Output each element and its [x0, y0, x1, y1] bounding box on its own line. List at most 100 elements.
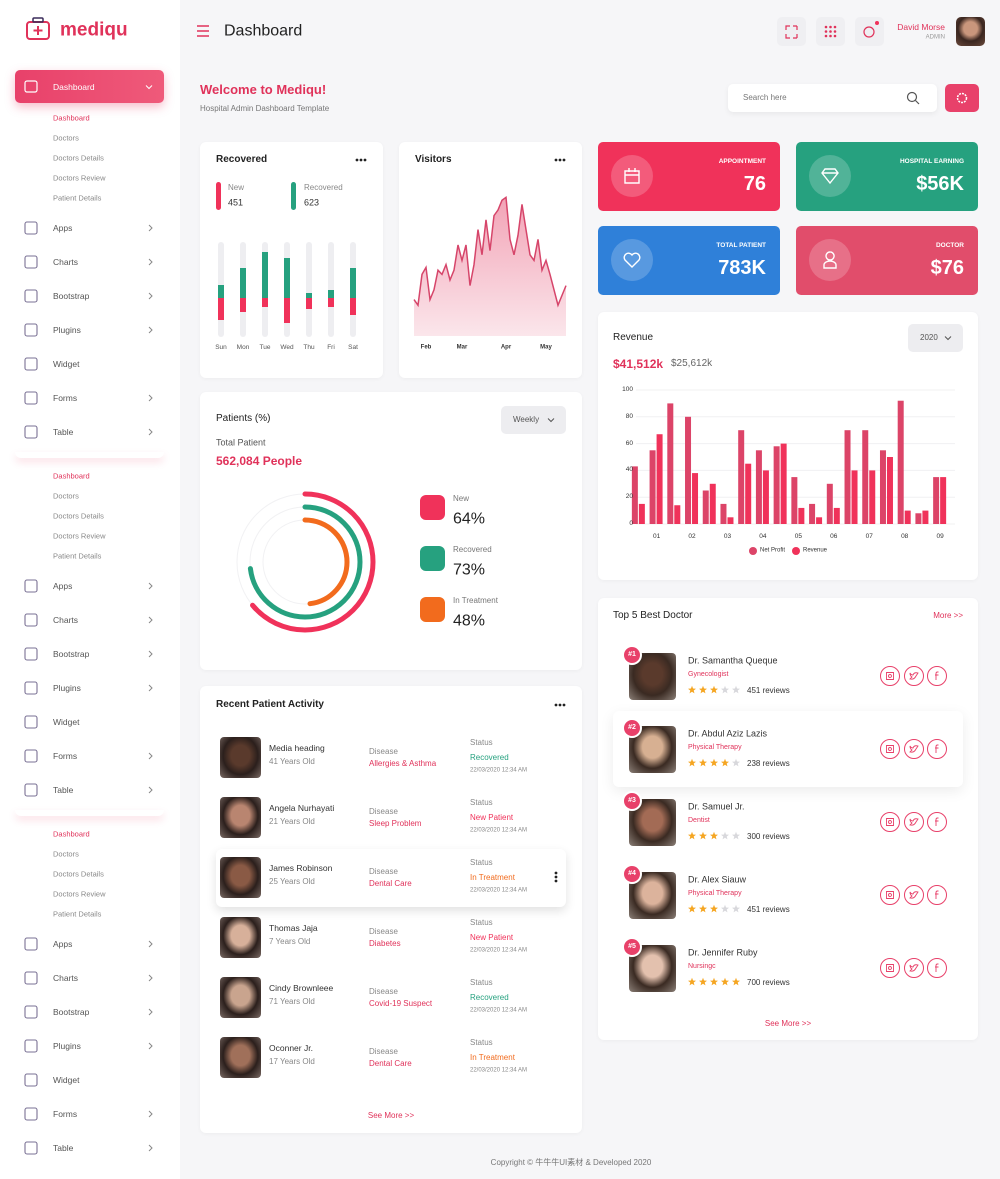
patient-name: Thomas Jaja — [269, 922, 318, 933]
chevron — [145, 85, 153, 90]
y-tick-label: 100 — [622, 386, 633, 394]
bar — [649, 450, 656, 524]
menu-item[interactable]: Apps — [53, 222, 73, 233]
menu-item[interactable]: Forms — [53, 392, 78, 403]
submenu-item[interactable]: Doctors Details — [53, 869, 104, 879]
see-more-link[interactable]: See More >> — [764, 1019, 812, 1029]
menu-item[interactable]: Charts — [53, 614, 79, 625]
submenu-item[interactable]: Doctors — [53, 849, 79, 859]
chevron — [148, 1008, 153, 1016]
menu-item[interactable]: Widget — [53, 358, 80, 369]
bar — [773, 446, 780, 524]
menu-item[interactable]: Apps — [53, 938, 73, 949]
doctor-reviews: 700 reviews — [747, 978, 790, 988]
x-tick-label: Sun — [215, 344, 227, 352]
search-box[interactable] — [728, 84, 937, 112]
star-filled — [710, 831, 718, 840]
more-dot — [554, 158, 558, 162]
menu-item[interactable]: Bootstrap — [53, 1006, 90, 1017]
doctor-name: Dr. Jennifer Ruby — [688, 947, 758, 958]
year-dropdown[interactable] — [908, 324, 963, 352]
submenu-item[interactable]: Doctors — [53, 491, 79, 501]
menu-item[interactable]: Plugins — [53, 682, 81, 693]
menu-item[interactable]: Plugins — [53, 1040, 81, 1051]
menu-icon — [24, 1039, 38, 1053]
see-more-link[interactable]: See More >> — [367, 1111, 415, 1121]
bar — [328, 290, 334, 298]
stat-icon — [821, 168, 839, 185]
star-filled — [688, 831, 696, 840]
fullscreen-icon — [785, 25, 798, 39]
stat-label: APPOINTMENT — [718, 158, 766, 166]
stat-icon — [623, 252, 641, 268]
legend-dot — [792, 547, 800, 555]
menu-item[interactable]: Forms — [53, 750, 78, 761]
submenu-item[interactable]: Doctors Review — [53, 889, 106, 899]
doctor-specialty: Gynecologist — [688, 670, 729, 678]
menu-item[interactable]: Bootstrap — [53, 290, 90, 301]
menu-item[interactable]: Widget — [53, 716, 80, 727]
legend-total: 623 — [304, 197, 320, 208]
submenu-item[interactable]: Dashboard — [53, 829, 90, 839]
disease: Dental Care — [369, 879, 412, 889]
x-tick-label: 04 — [759, 533, 767, 541]
submenu-item[interactable]: Doctors Details — [53, 153, 104, 163]
submenu-item[interactable]: Dashboard — [53, 113, 90, 123]
submenu-item[interactable]: Patient Details — [53, 551, 102, 561]
chevron — [148, 394, 153, 402]
menu-item[interactable]: Table — [53, 1142, 74, 1153]
footer: Copyright © 牛牛牛UI素材 & Developed 2020 — [490, 1158, 652, 1168]
x-tick-label: Thu — [303, 344, 315, 352]
menu-item[interactable]: Widget — [53, 1074, 80, 1085]
header-icon-button[interactable] — [777, 17, 806, 46]
menu-icon — [24, 425, 38, 439]
submenu-item[interactable]: Patient Details — [53, 193, 102, 203]
active-menu-label[interactable]: Dashboard — [53, 81, 95, 92]
menu-item[interactable]: Apps — [53, 580, 73, 591]
legend-name: New — [228, 183, 245, 193]
legend-value: 48% — [453, 612, 486, 630]
doctor-reviews: 300 reviews — [747, 832, 790, 842]
menu-icon — [24, 783, 38, 797]
more-link[interactable]: More >> — [933, 611, 963, 621]
menu-item[interactable]: Charts — [53, 256, 79, 267]
user-avatar[interactable] — [956, 17, 985, 46]
menu-item[interactable]: Table — [53, 784, 74, 795]
settings-button[interactable] — [945, 84, 979, 112]
star-filled — [688, 685, 696, 694]
header-icon-button[interactable] — [855, 17, 884, 46]
submenu-item[interactable]: Doctors Review — [53, 173, 106, 183]
period-dropdown[interactable] — [501, 406, 566, 434]
menu-item[interactable]: Bootstrap — [53, 648, 90, 659]
menu-item[interactable]: Table — [53, 426, 74, 437]
stat-label: TOTAL PATIENT — [716, 242, 766, 250]
active-menu[interactable] — [15, 70, 164, 103]
x-tick-label: May — [540, 344, 552, 351]
submenu-item[interactable]: Doctors — [53, 133, 79, 143]
menu-icon — [24, 613, 38, 627]
chevron — [148, 752, 153, 760]
legend-bar — [216, 182, 221, 210]
menu-item[interactable]: Plugins — [53, 324, 81, 335]
submenu-item[interactable]: Patient Details — [53, 909, 102, 919]
y-tick-label: 0 — [629, 520, 633, 528]
social-icon — [886, 818, 894, 826]
doctor-specialty: Dentist — [688, 816, 710, 824]
menu-item[interactable]: Forms — [53, 1108, 78, 1119]
social-button — [904, 885, 924, 905]
social-button — [904, 666, 924, 686]
card-title: Visitors — [415, 154, 452, 165]
status-label: Status — [470, 978, 493, 988]
more-dot — [363, 158, 367, 162]
submenu-item[interactable]: Doctors Review — [53, 531, 106, 541]
social-button — [927, 885, 947, 905]
submenu-item[interactable]: Doctors Details — [53, 511, 104, 521]
submenu-item[interactable]: Dashboard — [53, 471, 90, 481]
total-value: 562,084 People — [216, 453, 303, 468]
menu-item[interactable]: Charts — [53, 972, 79, 983]
page-title: Dashboard — [224, 22, 303, 40]
star-empty — [721, 904, 729, 913]
legend-value: 64% — [453, 510, 486, 528]
disease-label: Disease — [369, 1047, 398, 1057]
apps-icon-dot — [824, 34, 828, 38]
